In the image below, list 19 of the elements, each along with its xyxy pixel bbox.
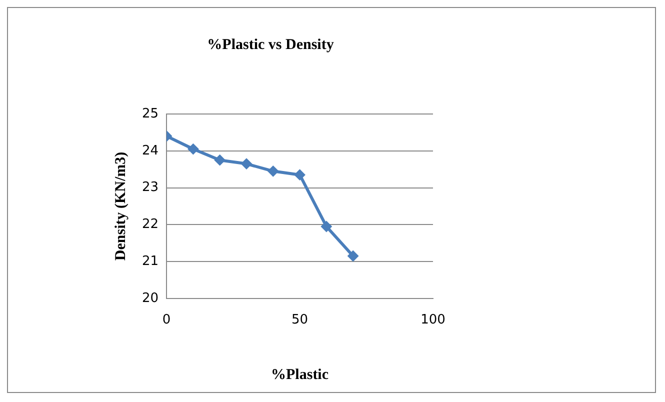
y-axis-title: Density (KN/m3) [112,152,129,261]
x-axis-title: %Plastic [271,366,329,383]
point [240,158,252,170]
y-tick-label: 23 [142,180,159,196]
point [348,250,359,262]
point [320,220,332,232]
y-tick-label: 25 [142,106,159,122]
point [214,154,226,166]
y-tick-label: 20 [142,290,159,306]
point [294,169,306,180]
y-tick-label: 22 [142,217,159,232]
chart-title: %Plastic vs Density [207,36,334,53]
x-tick-label: 100 [420,312,446,328]
y-tick-label: 24 [142,143,159,158]
point [188,144,199,155]
x-tick-label: 0 [162,312,171,328]
x-tick-label: 50 [292,312,308,328]
point [268,166,279,177]
y-tick-label: 21 [142,254,159,269]
